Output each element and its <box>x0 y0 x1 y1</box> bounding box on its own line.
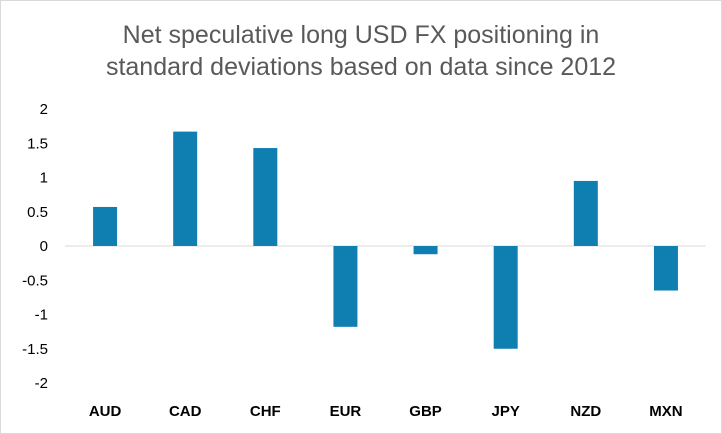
x-category-label: GBP <box>409 403 442 420</box>
bar-eur <box>333 246 358 327</box>
y-tick-label: -1.5 <box>22 341 48 358</box>
bar-aud <box>93 206 118 246</box>
bar-mxn <box>653 246 678 291</box>
bar-cad <box>173 131 198 246</box>
x-category-label: MXN <box>649 403 682 420</box>
y-tick-label: 0.5 <box>27 204 48 221</box>
x-category-label: CHF <box>250 403 281 420</box>
y-tick-label: 0 <box>40 238 48 255</box>
bar-chf <box>253 148 278 246</box>
chart-title: Net speculative long USD FX positioning … <box>1 19 721 83</box>
y-tick-label: -0.5 <box>22 272 48 289</box>
x-category-label: JPY <box>492 403 520 420</box>
chart-title-line-1: Net speculative long USD FX positioning … <box>122 21 600 49</box>
x-category-label: CAD <box>169 403 202 420</box>
y-tick-label: 1.5 <box>27 135 48 152</box>
y-tick-label: -2 <box>35 375 48 392</box>
bars <box>93 131 678 349</box>
chart-title-line-2: standard deviations based on data since … <box>105 53 617 81</box>
y-tick-label: 2 <box>40 101 48 118</box>
x-category-label: NZD <box>570 403 601 420</box>
x-axis-category-labels: AUD CAD CHF EUR GBP JPY NZD MXN <box>89 403 683 420</box>
x-category-label: AUD <box>89 403 122 420</box>
y-axis-tick-labels: 2 1.5 1 0.5 0 -0.5 -1 -1.5 -2 <box>22 101 48 392</box>
y-tick-label: 1 <box>40 170 48 187</box>
bar-gbp <box>413 246 438 255</box>
y-tick-label: -1 <box>35 307 48 324</box>
x-category-label: EUR <box>330 403 362 420</box>
bar-nzd <box>573 180 598 246</box>
bar-jpy <box>493 246 518 349</box>
